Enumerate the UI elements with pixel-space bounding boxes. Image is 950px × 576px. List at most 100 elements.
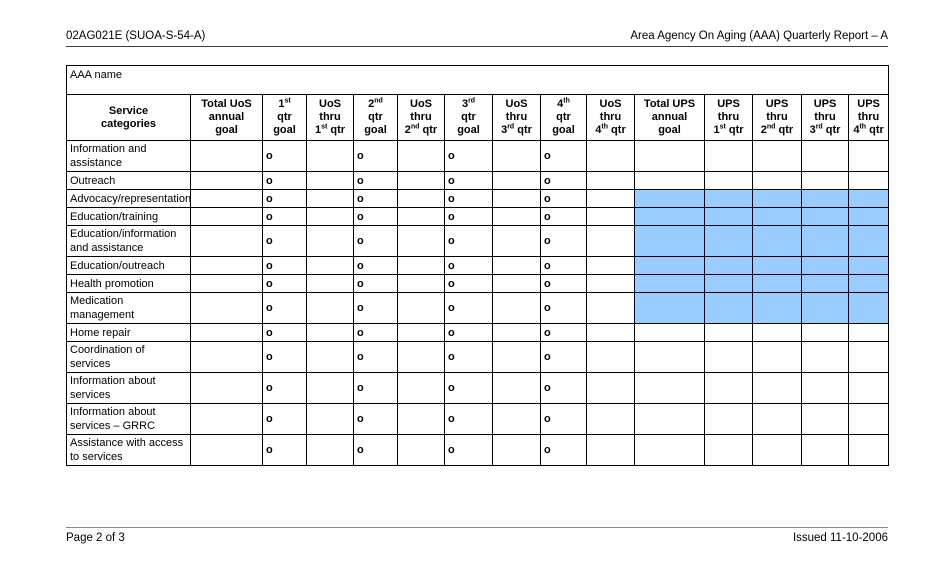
cell-ups-thru-q3	[801, 207, 849, 226]
cell-uos-thru-q3	[492, 207, 541, 226]
cell-uos-thru-q4	[586, 323, 635, 342]
cell-ups-thru-q3	[801, 225, 849, 257]
cell-total-ups-annual-goal	[634, 372, 705, 404]
cell-q1-goal: o	[262, 225, 307, 257]
cell-q2-goal: o	[353, 225, 398, 257]
cell-ups-thru-q3	[801, 372, 849, 404]
table-row: Outreach o o o o	[66, 171, 890, 190]
cell-ups-thru-q1	[704, 341, 753, 373]
cell-q2-goal: o	[353, 140, 398, 172]
cell-uos-thru-q3	[492, 171, 541, 190]
column-header-service-categories: Service categories	[66, 94, 191, 141]
cell-ups-thru-q2	[752, 341, 802, 373]
cell-ups-thru-q3	[801, 171, 849, 190]
cell-q3-goal: o	[444, 292, 493, 324]
cell-uos-thru-q3	[492, 403, 541, 435]
cell-uos-thru-q2	[397, 225, 445, 257]
column-header-uos-thru-q3: UoS thru 3rd qtr	[492, 94, 541, 141]
cell-q1-goal: o	[262, 292, 307, 324]
cell-total-uos-annual-goal	[190, 171, 263, 190]
cell-q2-goal: o	[353, 434, 398, 466]
cell-ups-thru-q3	[801, 434, 849, 466]
cell-ups-thru-q4	[847, 341, 890, 373]
cell-uos-thru-q2	[397, 341, 445, 373]
cell-uos-thru-q4	[586, 225, 635, 257]
cell-uos-thru-q1	[306, 274, 354, 293]
cell-ups-thru-q1	[704, 323, 753, 342]
service-category-cell: Medication management	[66, 292, 191, 324]
column-header-uos-thru-q2: UoS thru 2nd qtr	[397, 94, 445, 141]
cell-uos-thru-q4	[586, 403, 635, 435]
cell-q4-goal: o	[540, 323, 587, 342]
service-category-cell: Health promotion	[66, 274, 191, 293]
cell-uos-thru-q4	[586, 434, 635, 466]
cell-q2-goal: o	[353, 323, 398, 342]
aaa-name-row: AAA name	[65, 65, 890, 95]
column-header-total-uos-annual-goal: Total UoS annual goal	[190, 94, 263, 141]
cell-total-ups-annual-goal	[634, 341, 705, 373]
cell-total-ups-annual-goal	[634, 323, 705, 342]
cell-q1-goal: o	[262, 341, 307, 373]
cell-ups-thru-q4	[847, 140, 890, 172]
cell-ups-thru-q1	[704, 274, 753, 293]
cell-ups-thru-q2	[752, 403, 802, 435]
cell-q1-goal: o	[262, 372, 307, 404]
cell-ups-thru-q2	[752, 189, 802, 208]
cell-q1-goal: o	[262, 274, 307, 293]
table-row: Education/information and assistance o o o o	[66, 225, 890, 257]
cell-total-uos-annual-goal	[190, 372, 263, 404]
cell-ups-thru-q2	[752, 140, 802, 172]
cell-uos-thru-q2	[397, 434, 445, 466]
cell-uos-thru-q1	[306, 189, 354, 208]
cell-ups-thru-q1	[704, 140, 753, 172]
service-category-cell: Coordination of services	[66, 341, 191, 373]
cell-total-ups-annual-goal	[634, 274, 705, 293]
cell-q2-goal: o	[353, 341, 398, 373]
cell-uos-thru-q2	[397, 189, 445, 208]
cell-ups-thru-q1	[704, 207, 753, 226]
cell-q1-goal: o	[262, 256, 307, 275]
cell-uos-thru-q2	[397, 292, 445, 324]
table-row: Home repair o o o o	[66, 323, 890, 342]
cell-uos-thru-q2	[397, 403, 445, 435]
cell-total-ups-annual-goal	[634, 225, 705, 257]
cell-ups-thru-q1	[704, 189, 753, 208]
table-row: Information about services o o o o	[66, 372, 890, 404]
page-footer: Page 2 of 3 Issued 11-10-2006	[66, 527, 888, 545]
cell-uos-thru-q3	[492, 256, 541, 275]
cell-ups-thru-q3	[801, 341, 849, 373]
cell-uos-thru-q1	[306, 372, 354, 404]
cell-uos-thru-q3	[492, 274, 541, 293]
cell-q2-goal: o	[353, 292, 398, 324]
cell-ups-thru-q4	[847, 323, 890, 342]
service-category-cell: Information about services	[66, 372, 191, 404]
cell-q4-goal: o	[540, 292, 587, 324]
table-row: Advocacy/representation o o o o	[66, 189, 890, 208]
cell-uos-thru-q4	[586, 372, 635, 404]
cell-uos-thru-q2	[397, 171, 445, 190]
table-row: Information about services – GRRC o o o o	[66, 403, 890, 435]
page-number: Page 2 of 3	[66, 532, 125, 544]
cell-q3-goal: o	[444, 274, 493, 293]
cell-uos-thru-q3	[492, 372, 541, 404]
cell-uos-thru-q1	[306, 207, 354, 226]
cell-q4-goal: o	[540, 341, 587, 373]
service-category-cell: Information about services – GRRC	[66, 403, 191, 435]
cell-ups-thru-q4	[847, 274, 890, 293]
cell-q4-goal: o	[540, 225, 587, 257]
cell-total-uos-annual-goal	[190, 140, 263, 172]
cell-uos-thru-q3	[492, 434, 541, 466]
cell-q4-goal: o	[540, 256, 587, 275]
cell-uos-thru-q4	[586, 341, 635, 373]
cell-total-ups-annual-goal	[634, 189, 705, 208]
cell-q1-goal: o	[262, 171, 307, 190]
cell-uos-thru-q2	[397, 140, 445, 172]
service-category-cell: Education/outreach	[66, 256, 191, 275]
cell-q4-goal: o	[540, 140, 587, 172]
form-number: 02AG021E (SUOA-S-54-A)	[66, 30, 206, 42]
cell-q4-goal: o	[540, 189, 587, 208]
cell-total-uos-annual-goal	[190, 256, 263, 275]
cell-uos-thru-q4	[586, 171, 635, 190]
cell-uos-thru-q1	[306, 140, 354, 172]
table-row: Information and assistance o o o o	[66, 140, 890, 172]
